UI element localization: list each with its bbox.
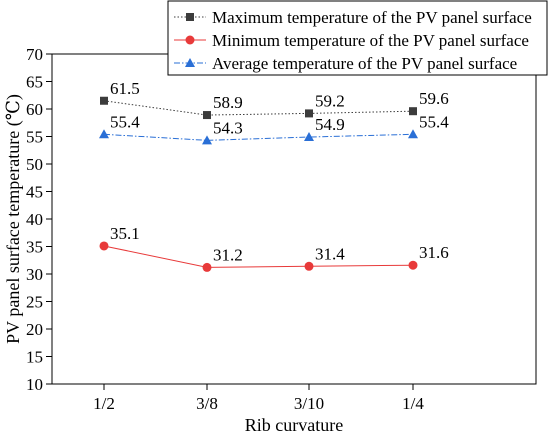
data-point-marker xyxy=(408,129,418,139)
y-tick-label: 40 xyxy=(26,210,43,229)
data-point-marker xyxy=(99,241,109,251)
data-point-marker xyxy=(99,129,109,139)
x-tick-label: 3/10 xyxy=(294,394,324,413)
data-label: 31.2 xyxy=(213,245,243,264)
y-tick-label: 70 xyxy=(26,45,43,64)
series-line-1 xyxy=(103,245,414,268)
data-point-marker xyxy=(304,132,314,142)
legend-box xyxy=(167,0,548,76)
y-tick-label: 65 xyxy=(26,73,43,92)
y-tick-label: 35 xyxy=(26,238,43,257)
legend: Maximum temperature of the PV panel surf… xyxy=(167,0,548,76)
legend-label: Average temperature of the PV panel surf… xyxy=(212,54,517,73)
data-label: 59.6 xyxy=(419,89,449,108)
plot-area xyxy=(51,53,537,385)
y-tick-label: 25 xyxy=(26,293,43,312)
data-label: 54.3 xyxy=(213,118,243,137)
legend-label: Maximum temperature of the PV panel surf… xyxy=(212,8,532,27)
data-label: 59.2 xyxy=(315,91,345,110)
x-tick-label: 3/8 xyxy=(196,394,218,413)
y-tick-label: 10 xyxy=(26,375,43,394)
data-labels: 61.5 58.9 59.2 59.6 35.1 31.2 31.4 31.6 55.4 54.3… xyxy=(110,79,449,265)
y-tick-label: 55 xyxy=(26,128,43,147)
x-axis-label: Rib curvature xyxy=(245,415,343,435)
y-tick-label: 20 xyxy=(26,320,43,339)
legend-label: Minimum temperature of the PV panel surf… xyxy=(212,31,529,50)
legend-marker xyxy=(185,35,195,45)
series-line-2 xyxy=(103,133,414,141)
y-axis: 10 15 20 25 30 35 40 45 50 55 60 65 70 xyxy=(26,45,52,394)
y-axis-label: PV panel surface temperature (℃) xyxy=(3,94,24,344)
data-label: 35.1 xyxy=(110,224,140,243)
data-point-marker xyxy=(100,96,108,105)
data-label: 55.4 xyxy=(419,112,449,131)
data-label: 54.9 xyxy=(315,115,345,134)
x-tick-label: 1/2 xyxy=(93,394,115,413)
data-point-marker xyxy=(408,260,418,270)
y-tick-label: 45 xyxy=(26,183,43,202)
data-point-marker xyxy=(203,111,211,120)
data-label: 55.4 xyxy=(110,112,140,131)
y-tick-label: 30 xyxy=(26,265,43,284)
data-label: 31.6 xyxy=(419,243,449,262)
data-point-marker xyxy=(202,135,212,145)
y-tick-label: 15 xyxy=(26,348,43,367)
data-label: 31.4 xyxy=(315,244,345,263)
data-label: 61.5 xyxy=(110,79,140,98)
x-tick-label: 1/4 xyxy=(402,394,424,413)
y-tick-label: 60 xyxy=(26,100,43,119)
series-line-0 xyxy=(103,100,414,116)
legend-marker xyxy=(185,58,195,67)
data-point-marker xyxy=(409,107,417,116)
data-label: 58.9 xyxy=(213,93,243,112)
data-point-marker xyxy=(304,261,314,271)
series-layer xyxy=(99,96,418,272)
legend-marker xyxy=(186,13,194,21)
data-point-marker xyxy=(202,262,212,272)
data-point-marker xyxy=(305,109,313,118)
y-tick-label: 50 xyxy=(26,155,43,174)
x-axis: 1/2 3/8 3/10 1/4 xyxy=(93,384,424,413)
